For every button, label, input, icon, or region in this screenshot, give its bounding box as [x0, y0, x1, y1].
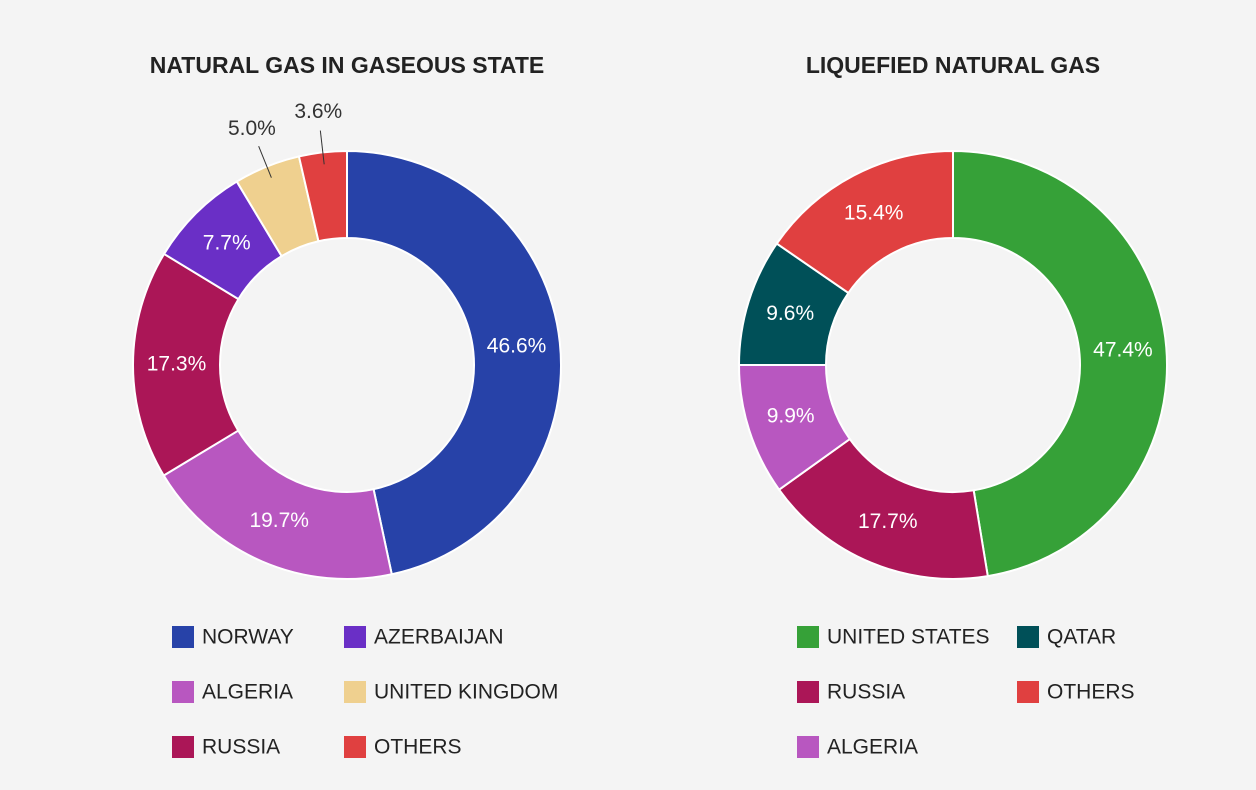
value-label: 17.3%	[147, 352, 207, 375]
legend-swatch	[344, 626, 366, 648]
legend-label: RUSSIA	[827, 681, 905, 704]
value-label: 17.7%	[858, 510, 918, 533]
legend-label: RUSSIA	[202, 736, 280, 759]
legend-label: ALGERIA	[202, 681, 293, 704]
leader-line	[319, 130, 325, 165]
value-label: 3.6%	[294, 100, 342, 123]
legend-swatch	[172, 626, 194, 648]
donut-slice	[132, 252, 240, 477]
legend-label: OTHERS	[1047, 681, 1135, 704]
legend-swatch	[1017, 626, 1039, 648]
value-label: 19.7%	[249, 509, 309, 532]
legend-swatch	[344, 736, 366, 758]
donut-slice	[346, 149, 562, 576]
donut-slice	[775, 149, 954, 295]
value-label: 9.9%	[767, 405, 815, 428]
value-label: 47.4%	[1093, 339, 1153, 362]
legend-label: OTHERS	[374, 736, 462, 759]
legend-label: NORWAY	[202, 626, 294, 649]
value-label: 15.4%	[844, 202, 904, 225]
legend-swatch	[797, 681, 819, 703]
legend-swatch	[797, 626, 819, 648]
legend-swatch	[172, 681, 194, 703]
donut-slice	[952, 149, 1168, 578]
legend-label: UNITED KINGDOM	[374, 681, 558, 704]
legend-label: UNITED STATES	[827, 626, 990, 649]
legend-swatch	[797, 736, 819, 758]
chart-title: LIQUEFIED NATURAL GAS	[806, 52, 1100, 78]
leader-line	[258, 145, 272, 178]
value-label: 9.6%	[766, 302, 814, 325]
donut-slice	[162, 429, 393, 580]
value-label: 46.6%	[487, 335, 547, 358]
legend-swatch	[1017, 681, 1039, 703]
donut-slice	[297, 149, 348, 243]
legend-label: QATAR	[1047, 626, 1116, 649]
legend-swatch	[172, 736, 194, 758]
legend-swatch	[344, 681, 366, 703]
chart-title: NATURAL GAS IN GASEOUS STATE	[150, 52, 544, 78]
legend-label: ALGERIA	[827, 736, 918, 759]
value-label: 7.7%	[203, 232, 251, 255]
value-label: 5.0%	[228, 117, 276, 140]
legend-label: AZERBAIJAN	[374, 626, 504, 649]
